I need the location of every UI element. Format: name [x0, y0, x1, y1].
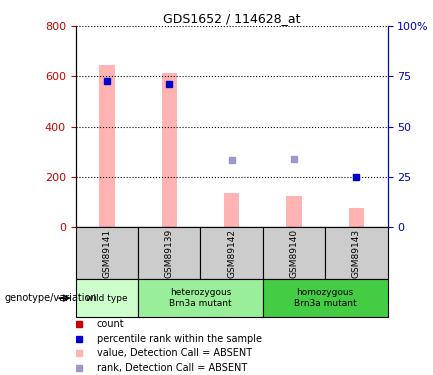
Bar — [200, 227, 263, 279]
Text: GSM89143: GSM89143 — [352, 228, 361, 278]
Bar — [76, 227, 138, 279]
Text: GSM89140: GSM89140 — [290, 228, 298, 278]
Text: homozygous
Brn3a mutant: homozygous Brn3a mutant — [294, 288, 356, 308]
Title: GDS1652 / 114628_at: GDS1652 / 114628_at — [163, 12, 301, 25]
Bar — [224, 193, 239, 227]
Bar — [263, 227, 325, 279]
Text: count: count — [97, 319, 124, 329]
Bar — [349, 208, 364, 227]
Text: genotype/variation: genotype/variation — [4, 293, 97, 303]
Text: GSM89139: GSM89139 — [165, 228, 174, 278]
Text: percentile rank within the sample: percentile rank within the sample — [97, 334, 262, 344]
Text: heterozygous
Brn3a mutant: heterozygous Brn3a mutant — [169, 288, 232, 308]
Bar — [138, 227, 200, 279]
Bar — [76, 279, 138, 317]
Bar — [286, 195, 302, 227]
Text: wild type: wild type — [86, 294, 128, 303]
Bar — [99, 65, 115, 227]
Bar — [263, 279, 388, 317]
Text: GSM89141: GSM89141 — [103, 228, 111, 278]
Bar — [162, 73, 177, 227]
Text: value, Detection Call = ABSENT: value, Detection Call = ABSENT — [97, 348, 252, 358]
Text: rank, Detection Call = ABSENT: rank, Detection Call = ABSENT — [97, 363, 247, 373]
Bar — [325, 227, 388, 279]
Bar — [138, 279, 263, 317]
Text: GSM89142: GSM89142 — [227, 229, 236, 278]
